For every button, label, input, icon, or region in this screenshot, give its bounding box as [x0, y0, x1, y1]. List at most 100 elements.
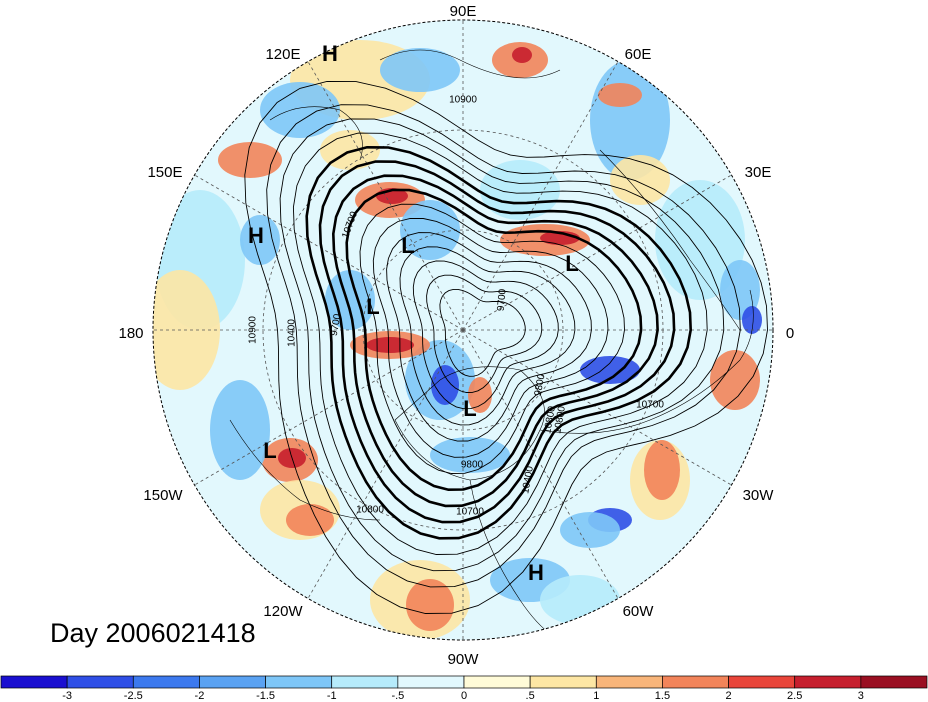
colorbar-label: -2	[195, 690, 205, 702]
height-contour	[359, 203, 625, 474]
colorbar-label: -3	[62, 690, 72, 702]
colorbar-box	[794, 675, 862, 689]
colorbar-box	[860, 675, 928, 689]
colorbar-label: 1	[593, 690, 599, 702]
anomaly-blob	[400, 200, 460, 260]
colorbar-box	[66, 675, 134, 689]
anomaly-blob	[210, 380, 270, 480]
colorbar-boxes	[0, 675, 928, 689]
meridian	[462, 61, 619, 331]
contour-label: 10800	[542, 405, 558, 435]
pressure-markers: H H H L L L L L	[248, 41, 579, 585]
latitude-circle	[362, 229, 564, 431]
contour-label: 10900	[449, 95, 477, 106]
longitude-label-180: 180	[118, 325, 143, 342]
longitude-label-120w: 120W	[263, 603, 303, 620]
colorbar-label: 0	[461, 690, 467, 702]
colorbar-label: 1.5	[655, 690, 670, 702]
longitude-label-60w: 60W	[623, 603, 655, 620]
contour-label: 10700	[456, 507, 484, 518]
coastline	[539, 289, 754, 434]
low-pressure-marker: L	[263, 438, 276, 463]
meridian	[194, 329, 464, 486]
height-contour	[439, 288, 526, 377]
colorbar-label: -.5	[391, 690, 404, 702]
contour-label: 10400	[287, 319, 298, 347]
colorbar-box	[397, 675, 465, 689]
day-title: Day 2006021418	[50, 618, 256, 648]
anomaly-blob	[468, 377, 492, 413]
anomaly-blob	[710, 350, 760, 410]
height-contour	[412, 260, 559, 410]
longitude-label-30e: 30E	[745, 164, 772, 181]
meridian	[462, 174, 732, 331]
anomaly-blob	[512, 47, 532, 63]
colorbar-box	[728, 675, 796, 689]
coastline	[379, 49, 561, 79]
longitude-label-150w: 150W	[143, 487, 183, 504]
anomaly-blob	[366, 337, 414, 353]
low-pressure-marker: L	[366, 294, 379, 319]
colorbar-box	[662, 675, 729, 689]
height-contour	[331, 174, 659, 508]
height-contour	[305, 145, 693, 540]
colorbar-label: .5	[526, 690, 535, 702]
longitude-labels: 90E 60E 30E 0 30W 60W 90W 120W 150W 180 150E 120E	[118, 3, 794, 668]
height-contour	[266, 104, 741, 588]
anomaly-blob	[406, 579, 454, 631]
longitude-label-0: 0	[786, 325, 794, 342]
low-pressure-marker: L	[401, 233, 414, 258]
colorbar-box	[463, 675, 531, 689]
contour-label: 9800	[533, 373, 548, 397]
height-contours	[244, 80, 768, 614]
meridian	[462, 329, 619, 599]
anomaly-blob	[644, 440, 680, 500]
contour-label: 10400	[520, 465, 536, 495]
height-contour	[292, 132, 708, 555]
anomaly-blob	[260, 82, 340, 138]
meridian	[307, 329, 464, 599]
high-pressure-marker: H	[322, 41, 338, 66]
colorbar: -3 -2.5 -2 -1.5 -1 -.5 0 .5 1 1.5 2 2.5 3	[0, 675, 928, 702]
contour-label: 9700	[496, 288, 509, 312]
contour-label: 9800	[461, 460, 484, 471]
height-contour	[399, 246, 576, 426]
anomaly-field	[153, 20, 773, 640]
colorbar-label: 2.5	[787, 690, 802, 702]
colorbar-box	[265, 675, 333, 689]
anomaly-blob	[598, 83, 642, 107]
longitude-label-30w: 30W	[743, 487, 775, 504]
longitude-label-150e: 150E	[147, 164, 182, 181]
meridian	[462, 329, 732, 486]
anomaly-blob	[380, 48, 460, 92]
colorbar-box	[0, 675, 68, 689]
map-boundary	[152, 19, 774, 641]
longitude-label-60e: 60E	[625, 46, 652, 63]
colorbar-box	[199, 675, 266, 689]
height-contour	[372, 217, 609, 458]
colorbar-label: 2	[726, 690, 732, 702]
high-pressure-marker: H	[248, 223, 264, 248]
contour-label: 10700	[636, 400, 664, 411]
longitude-label-120e: 120E	[265, 46, 300, 63]
contour-label: 10800	[356, 505, 384, 516]
colorbar-label: -1.5	[256, 690, 275, 702]
contour-labels: 10900 10700 10900 10400 9700 9700 9800 10800 104…	[248, 95, 665, 518]
height-contour	[345, 188, 643, 492]
contour-label: 10900	[248, 316, 259, 344]
contour-label: 10800	[552, 405, 568, 435]
height-contour	[386, 232, 592, 442]
low-pressure-marker: L	[463, 396, 476, 421]
colorbar-box	[595, 675, 663, 689]
colorbar-label: -1	[327, 690, 337, 702]
colorbar-labels: -3 -2.5 -2 -1.5 -1 -.5 0 .5 1 1.5 2 2.5 3	[62, 690, 864, 702]
longitude-label-90e: 90E	[450, 3, 477, 20]
height-contour	[426, 274, 543, 393]
low-pressure-marker: L	[565, 251, 578, 276]
anomaly-blob	[655, 180, 745, 300]
anomaly-blob	[286, 504, 334, 536]
anomaly-blob	[218, 142, 282, 178]
colorbar-label: -2.5	[124, 690, 143, 702]
contour-label: 9700	[329, 313, 344, 337]
